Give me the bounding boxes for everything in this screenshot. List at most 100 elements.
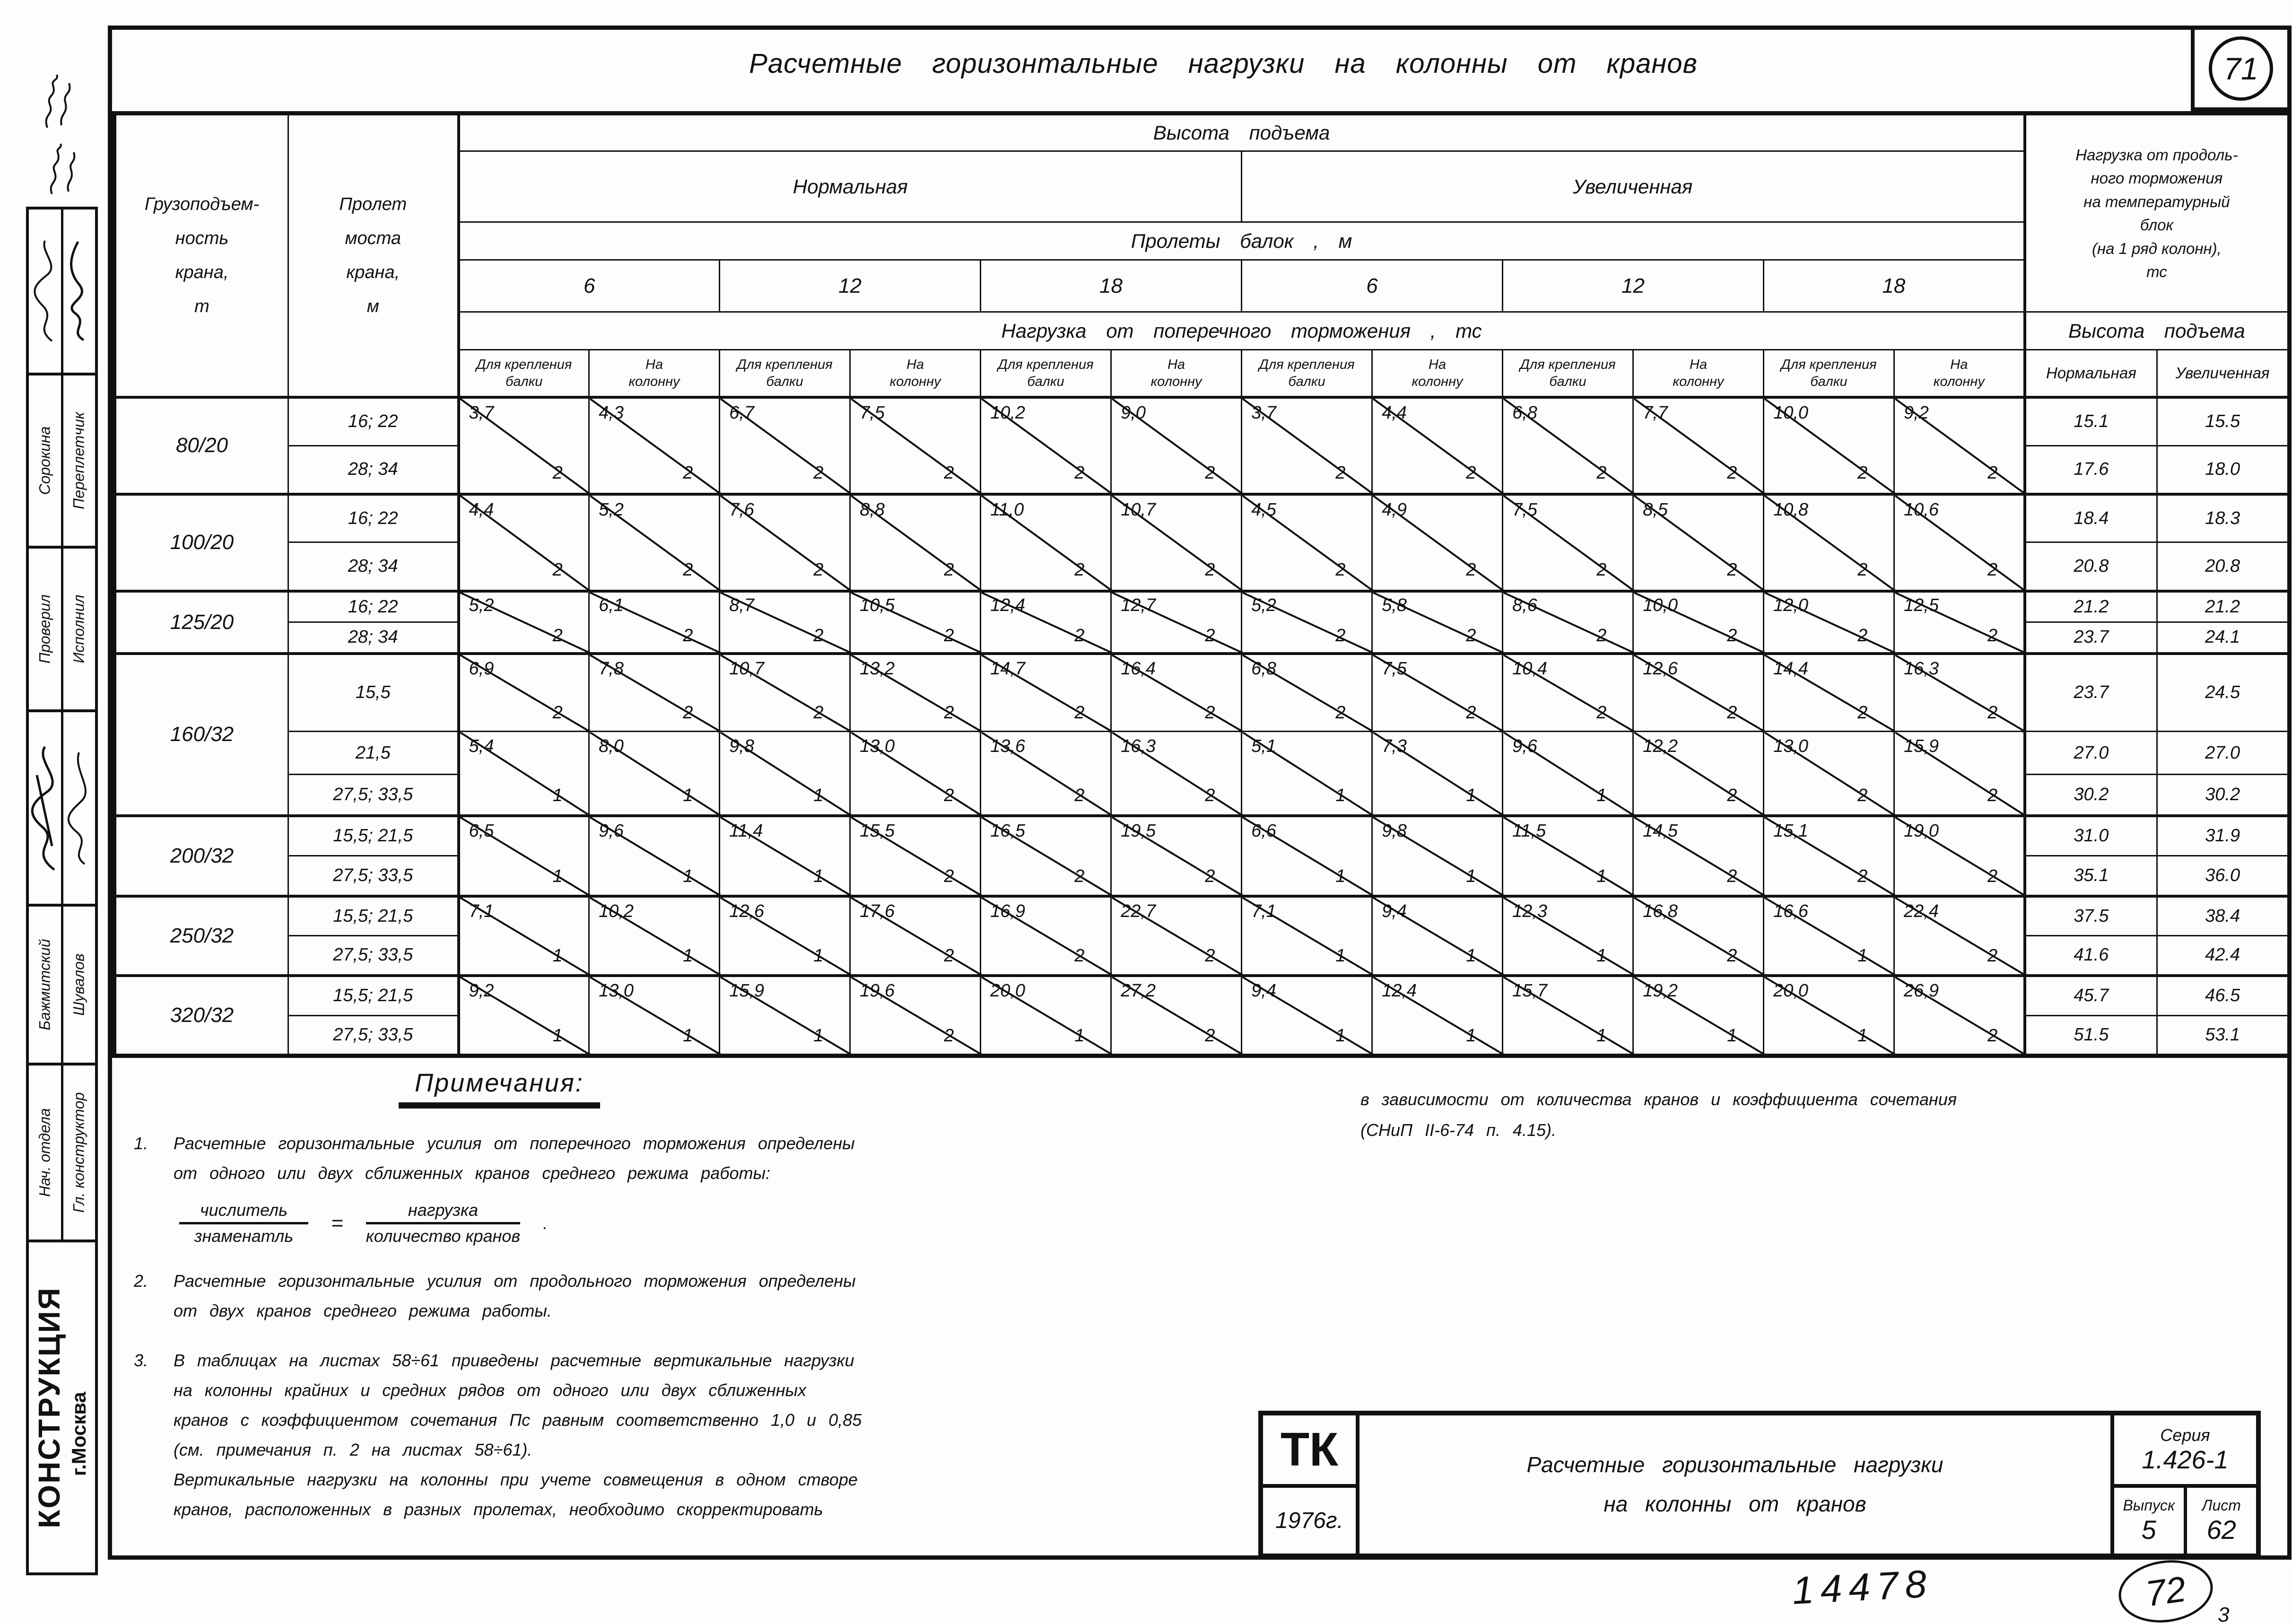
load-fraction-cell: 10,2 1 [588, 894, 720, 976]
load-value: 16,5 [990, 821, 1026, 841]
crane-count: 1 [813, 1025, 824, 1046]
crane-count: 2 [944, 1025, 954, 1046]
bridge-span-value: 28; 34 [288, 621, 459, 654]
stamp-made-by-name: Переплетчик [61, 375, 96, 546]
notes-heading: Примечания: [399, 1068, 600, 1109]
load-fraction-cell: 9,8 1 [1371, 814, 1503, 897]
header-beam-fix: Для крепления балки [1241, 349, 1373, 399]
load-fraction-cell: 9,4 1 [1241, 974, 1373, 1056]
load-fraction-cell: 3,7 2 [457, 395, 590, 495]
load-value: 10,2 [990, 403, 1026, 423]
load-value: 10,7 [1121, 500, 1156, 520]
header-long-increased: Увеличенная [2156, 349, 2291, 399]
load-value: 16,6 [1773, 901, 1809, 921]
load-fraction-cell: 20,0 1 [980, 974, 1112, 1056]
load-fraction-cell: 5,1 1 [1241, 731, 1373, 816]
header-bridge-span: Пролет моста крана, м [288, 113, 459, 398]
crane-count: 2 [944, 559, 954, 580]
load-fraction-cell: 22,7 2 [1110, 894, 1242, 976]
crane-count: 1 [1335, 946, 1346, 966]
crane-count: 2 [1466, 559, 1476, 580]
fraction-left: числитель знаменатль [179, 1200, 309, 1246]
crane-count: 2 [1987, 1025, 1998, 1046]
load-value: 7,3 [1382, 736, 1407, 756]
crane-capacity-value: 160/32 [113, 652, 289, 816]
crane-count: 2 [1466, 463, 1476, 483]
crane-count: 2 [552, 625, 563, 646]
crane-count: 2 [1205, 625, 1215, 646]
load-fraction-cell: 10,0 2 [1632, 589, 1764, 654]
crane-count: 1 [1335, 786, 1346, 806]
load-value: 6,8 [1251, 658, 1276, 679]
load-value: 9,0 [1121, 403, 1146, 423]
table-row: 21,5 5,4 1 8,0 1 9,8 1 13,0 2 13,6 2 16,3 2 5,1 1 7,3 1 9… [114, 731, 2291, 816]
longitudinal-increased-value: 53.1 [2156, 1015, 2291, 1056]
load-value: 7,5 [860, 403, 885, 423]
load-value: 16,4 [1121, 658, 1156, 679]
stamp-chief-designer-label: Гл. конструктор [61, 1065, 96, 1240]
longitudinal-normal-value: 17.6 [2023, 445, 2158, 495]
crane-count: 2 [1335, 625, 1346, 646]
crane-count: 1 [1335, 1025, 1346, 1046]
stamp-cell [29, 210, 61, 373]
header-transverse-load: Нагрузка от поперечного торможения , тс [457, 311, 2026, 350]
crane-count: 2 [1857, 866, 1868, 887]
crane-count: 2 [1987, 946, 1998, 966]
load-fraction-cell: 14,7 2 [980, 652, 1112, 732]
crane-count: 2 [1857, 786, 1868, 806]
load-value: 4,3 [599, 403, 624, 423]
header-height-increased: Увеличенная [1240, 150, 2026, 223]
crane-count: 2 [1335, 702, 1346, 723]
load-fraction-cell: 20,0 1 [1763, 974, 1895, 1056]
load-value: 14,4 [1773, 658, 1809, 679]
table-row: 80/20 16; 22 3,7 2 4,3 2 6,7 2 7,5 2 10,2 2 9,0 2 3,7 2… [113, 395, 2291, 495]
load-value: 14,5 [1643, 821, 1678, 841]
load-fraction-cell: 12,7 2 [1110, 589, 1242, 654]
crane-count: 2 [944, 463, 954, 483]
crane-count: 2 [1596, 463, 1607, 483]
note-1: 1. Расчетные горизонтальные усилия от по… [134, 1128, 1325, 1188]
header-long-normal: Нормальная [2023, 349, 2158, 399]
load-fraction-cell: 17,6 2 [849, 894, 981, 976]
load-value: 20,0 [990, 980, 1026, 1001]
longitudinal-normal-value: 30.2 [2023, 774, 2158, 816]
longitudinal-increased-value: 30.2 [2156, 774, 2291, 816]
stamp-made-by-label: Исполнил [61, 549, 96, 709]
load-value: 6,1 [599, 595, 624, 615]
crane-count: 1 [1466, 786, 1476, 806]
stamp-checked-by-name: Сорокина [29, 375, 61, 546]
note-3: 3. В таблицах на листах 58÷61 приведены … [134, 1345, 1325, 1524]
load-fraction-cell: 8,5 2 [1632, 492, 1764, 592]
fraction-right: нагрузка количество кранов [366, 1200, 521, 1246]
load-value: 12,6 [1643, 658, 1678, 679]
load-value: 4,5 [1251, 500, 1276, 520]
load-value: 3,7 [469, 403, 494, 423]
load-value: 4,4 [469, 500, 494, 520]
crane-count: 2 [1205, 463, 1215, 483]
load-fraction-cell: 12,6 2 [1632, 652, 1764, 732]
page-number-box: 71 [2191, 30, 2287, 111]
fraction-numerator: числитель [179, 1200, 309, 1224]
crane-count: 2 [1466, 625, 1476, 646]
load-fraction-cell: 5,2 2 [588, 492, 720, 592]
fraction-denominator: количество кранов [366, 1226, 521, 1246]
load-table: Грузоподъем- ность крана, т Пролет моста… [112, 111, 2292, 1058]
crane-count: 2 [1987, 866, 1998, 887]
year: 1976г. [1275, 1508, 1343, 1534]
load-value: 13,2 [860, 658, 895, 679]
load-fraction-cell: 19,2 1 [1632, 974, 1764, 1056]
crane-count: 2 [1727, 559, 1737, 580]
load-fraction-cell: 4,9 2 [1371, 492, 1503, 592]
load-value: 19,6 [860, 980, 895, 1001]
load-value: 16,3 [1904, 658, 1939, 679]
crane-count: 2 [944, 946, 954, 966]
handwritten-annotation [45, 74, 71, 128]
load-fraction-cell: 7,8 2 [588, 652, 720, 732]
longitudinal-increased-value: 27.0 [2156, 731, 2291, 775]
table-row: 28; 34 17.6 18.0 [114, 445, 2291, 495]
crane-count: 2 [1205, 946, 1215, 966]
crane-count: 1 [1857, 1025, 1868, 1046]
header-span-6: 6 [457, 259, 720, 313]
stamp-dept-head-name: Бажмитский [29, 907, 61, 1063]
table-row: 100/20 16; 22 4,4 2 5,2 2 7,6 2 8,8 2 11,0 2 10,7 2 4,… [113, 492, 2291, 592]
